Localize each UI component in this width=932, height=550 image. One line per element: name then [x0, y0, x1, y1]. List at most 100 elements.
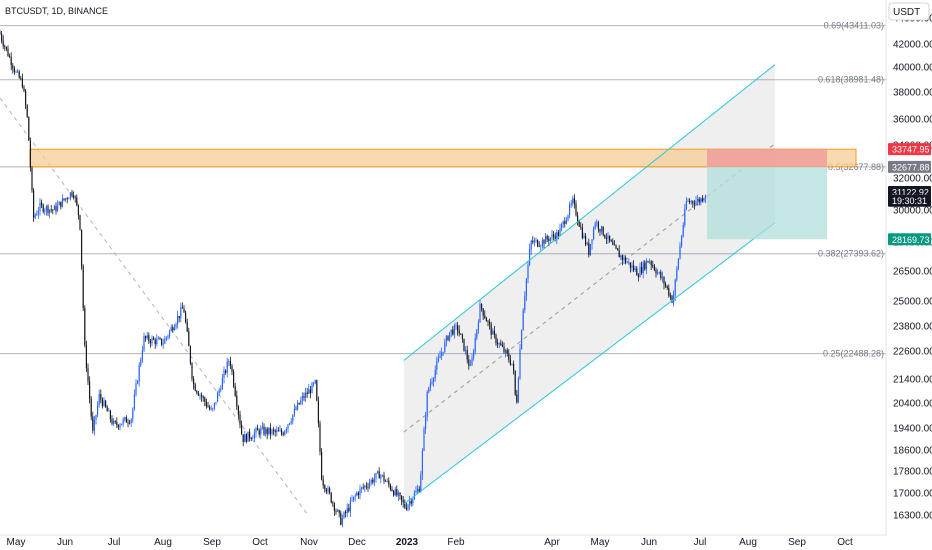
- price-tick-label: 17800.00: [893, 467, 932, 478]
- price-axis[interactable]: 44000.0042000.0040000.0038000.0036000.00…: [893, 14, 932, 522]
- candle-body: [292, 414, 294, 422]
- currency-box[interactable]: [888, 2, 930, 21]
- candle-body: [212, 408, 214, 410]
- candle-body: [60, 201, 62, 207]
- candle-body: [90, 398, 92, 417]
- candle-body: [68, 198, 70, 200]
- candle-body: [489, 321, 491, 325]
- candle-body: [180, 307, 182, 318]
- price-badge: [888, 160, 931, 173]
- price-axis-background: [886, 0, 932, 535]
- candle-body: [631, 265, 633, 268]
- candle-body: [556, 232, 558, 240]
- candle-body: [98, 394, 100, 405]
- candle-body: [178, 315, 180, 318]
- candle-body: [391, 489, 393, 492]
- candle-body: [97, 404, 99, 415]
- candle-body: [132, 408, 134, 420]
- fib-label: 0.25(22488.28): [823, 349, 884, 359]
- candle-body: [533, 240, 535, 243]
- candle-body: [84, 308, 86, 346]
- candle-body: [610, 240, 612, 242]
- candle-body: [517, 378, 519, 403]
- candle-body: [249, 431, 251, 439]
- time-axis[interactable]: May Jun Jul Aug Sep Oct Nov Dec 2023 Feb Apr May Jun…: [7, 537, 853, 548]
- candle-body: [346, 507, 348, 514]
- candle-body: [157, 338, 159, 340]
- price-tick-label: 36000.00: [893, 115, 932, 126]
- candle-body: [263, 426, 265, 435]
- candle-body: [617, 248, 619, 251]
- candle-body: [274, 430, 276, 433]
- candle-body: [636, 268, 638, 276]
- candle-body: [332, 502, 334, 504]
- candle-body: [161, 338, 163, 345]
- price-badge-label: 28169.73: [892, 235, 930, 245]
- candle-body: [234, 385, 236, 396]
- candle-body: [287, 424, 289, 429]
- candle-body: [404, 502, 406, 508]
- price-tick-label: 40000.00: [893, 63, 932, 74]
- candle-body: [213, 402, 215, 409]
- candle-body: [426, 392, 428, 417]
- candle-body: [649, 261, 651, 263]
- channel-lines: [403, 64, 776, 505]
- candle-body: [218, 390, 220, 394]
- candle-body: [2, 40, 4, 47]
- candle-body: [129, 422, 131, 424]
- candle-body: [481, 304, 483, 309]
- candle-body: [420, 474, 422, 493]
- candle-body: [354, 495, 356, 497]
- candle-body: [146, 335, 148, 339]
- candle-body: [471, 357, 473, 365]
- candle-body: [442, 351, 444, 353]
- candle-body: [687, 200, 689, 202]
- candle-body: [364, 485, 366, 488]
- candle-body: [164, 338, 166, 344]
- fib-label: 0.618(38981.48): [818, 75, 884, 85]
- candle-body: [604, 235, 606, 238]
- candle-body: [428, 387, 430, 393]
- candle-body: [549, 237, 551, 241]
- candle-body: [116, 422, 118, 426]
- candle-body: [321, 451, 323, 480]
- candle-body: [319, 423, 321, 452]
- candle-body: [261, 426, 263, 429]
- candle-body: [362, 487, 364, 489]
- candle-body: [431, 381, 433, 384]
- candle-body: [61, 198, 63, 207]
- candle-body: [439, 356, 441, 359]
- candle-body: [41, 202, 43, 206]
- candle-body: [284, 430, 286, 435]
- candle-body: [511, 363, 513, 365]
- candle-body: [77, 204, 79, 216]
- candle-body: [644, 262, 646, 270]
- candle-body: [668, 288, 670, 296]
- candle-body: [633, 265, 635, 270]
- candle-body: [381, 474, 383, 476]
- candle-body: [143, 336, 145, 351]
- candle-body: [607, 235, 609, 240]
- candle-body: [7, 48, 9, 57]
- candle-body: [327, 488, 329, 492]
- candle-body: [570, 203, 572, 205]
- price-badge-label: 33747.95: [892, 145, 930, 155]
- candle-body: [357, 492, 359, 496]
- candle-body: [220, 389, 222, 391]
- candle-body: [437, 358, 439, 362]
- candle-body: [629, 262, 631, 268]
- candle-body: [529, 249, 531, 265]
- candle-body: [0, 33, 1, 35]
- candle-body: [31, 167, 33, 191]
- candle-body: [434, 369, 436, 379]
- symbol-title[interactable]: BTCUSDT, 1D, BINANCE: [5, 6, 108, 16]
- candle-body: [645, 261, 647, 270]
- candle-body: [82, 266, 84, 309]
- candle-body: [602, 226, 604, 236]
- candle-body: [322, 479, 324, 486]
- candle-body: [361, 487, 363, 489]
- candle-body: [241, 424, 243, 435]
- candle-body: [37, 211, 39, 215]
- candle-body: [311, 383, 313, 394]
